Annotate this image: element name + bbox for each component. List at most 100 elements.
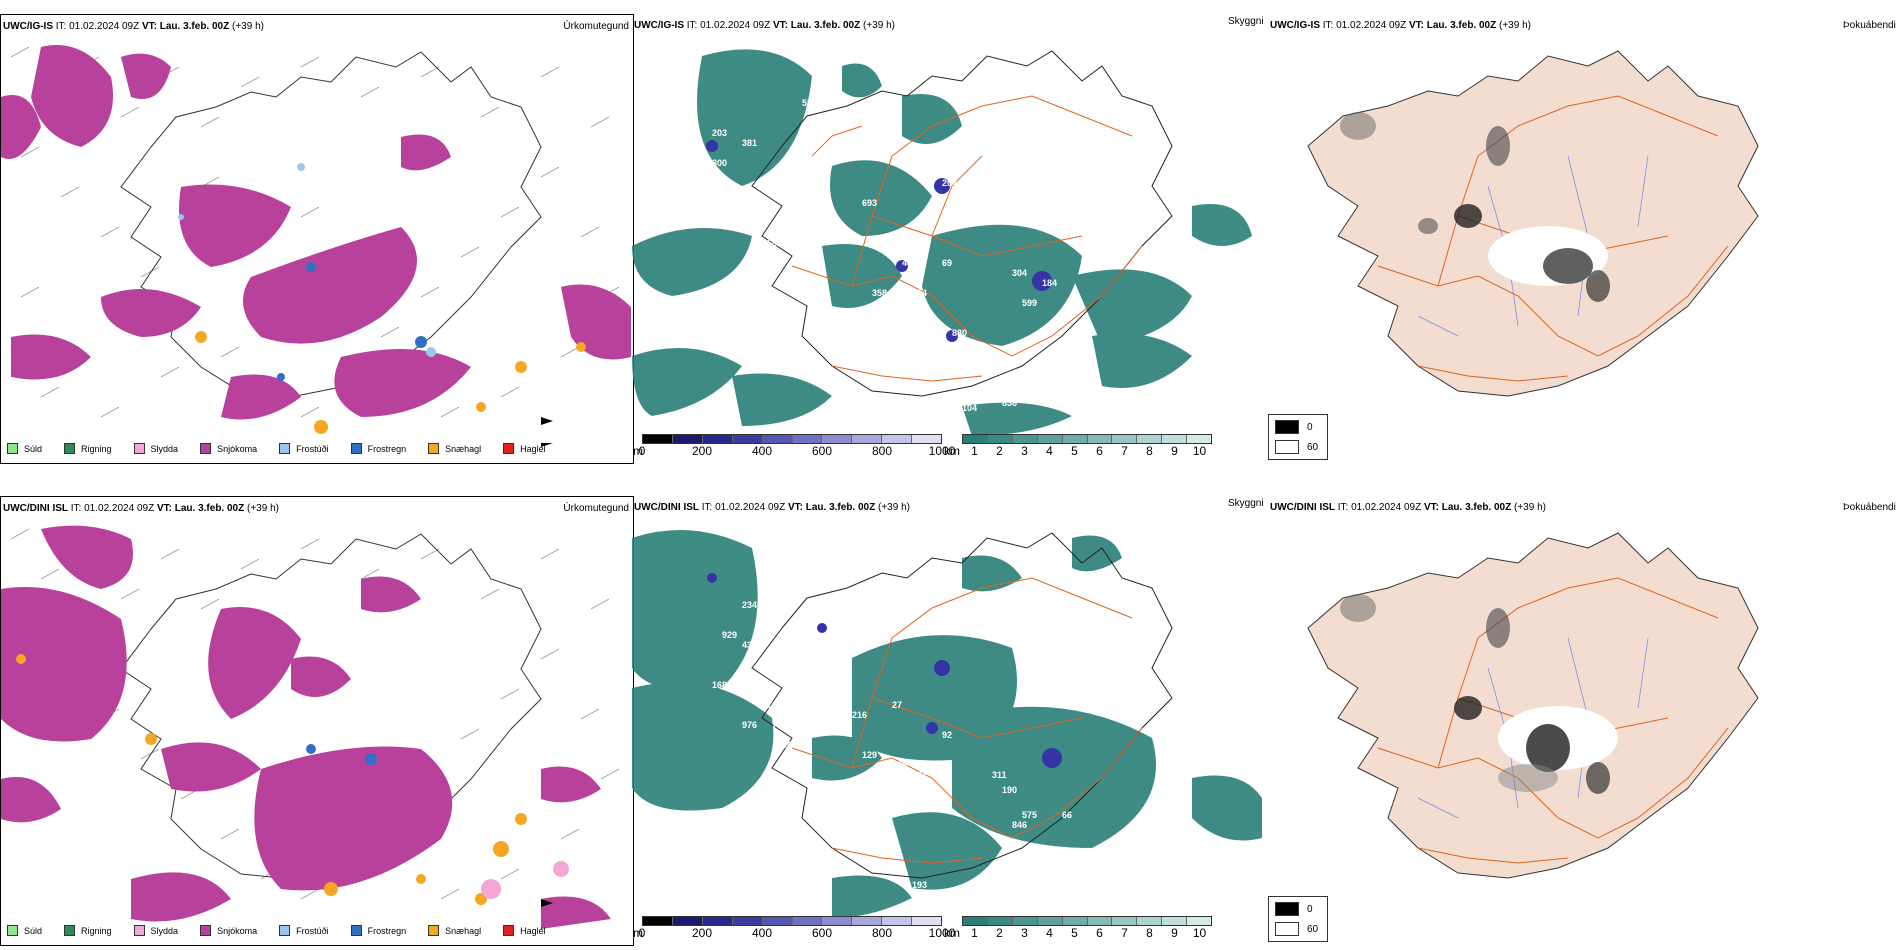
ceiling-value-label: 311 — [992, 770, 1007, 780]
colorbar-tick: 7 — [1121, 444, 1128, 458]
colorbar-tick: 800 — [871, 444, 893, 458]
fog-panel-2: UWC/DINI ISL IT: 01.02.2024 09Z VT: Lau.… — [1268, 496, 1900, 944]
ceiling-value-label: 204 — [942, 178, 957, 188]
low-ceiling-areas — [706, 140, 1052, 342]
precip-type-panel-1: UWC/IG-IS IT: 01.02.2024 09Z VT: Lau. 3.… — [0, 14, 634, 464]
ceiling-value-label: 191 — [942, 610, 957, 620]
ceiling-value-label: 69 — [942, 258, 952, 268]
ceiling-value-label: 60 — [952, 358, 962, 368]
fog-swatch-0 — [1275, 420, 1299, 434]
colorbar-cell — [882, 917, 913, 925]
colorbar-tick: 6 — [1096, 444, 1103, 458]
colorbar-cell — [987, 917, 1013, 925]
panel-title-1: UWC/IG-IS IT: 01.02.2024 09Z VT: Lau. 3.… — [3, 21, 264, 32]
visibility-colorbar-2: km 1 2 3 4 5 6 7 8 9 10 — [944, 916, 1212, 940]
colorbar-tick: 4 — [1046, 926, 1053, 940]
legend-item-snjókoma: Snjókoma — [200, 925, 257, 936]
ceiling-value-label: 234 — [742, 600, 757, 610]
legend-swatch — [200, 443, 212, 454]
colorbar-cell — [1012, 435, 1038, 443]
colorbar-cell — [1012, 917, 1038, 925]
legend-item-frostúði: Frostúði — [279, 443, 329, 454]
fog-swatch-60 — [1275, 922, 1299, 936]
ceiling-value-label: 266 — [772, 670, 787, 680]
fog-panel-1: UWC/IG-IS IT: 01.02.2024 09Z VT: Lau. 3.… — [1268, 14, 1900, 462]
legend-label: Snjókoma — [217, 925, 258, 936]
legend-item-haglél: Haglél — [503, 443, 546, 454]
ceiling-value-label: 846 — [1012, 820, 1027, 830]
legend-swatch — [7, 925, 18, 936]
colorbar-tick: 0 — [638, 926, 646, 940]
legend-item-rigning: Rigning — [64, 925, 112, 936]
ceiling-value-label: 300 — [712, 158, 727, 168]
snow-areas — [1, 45, 631, 420]
ceiling-value-label: 947 — [792, 710, 807, 720]
colorbar-cell — [1037, 435, 1063, 443]
precip-type-map-2 — [1, 525, 620, 929]
panel-title-fog-1: UWC/IG-IS IT: 01.02.2024 09Z VT: Lau. 3.… — [1270, 20, 1531, 31]
colorbar-tick: 7 — [1121, 926, 1128, 940]
precip-legend-2: Súld Rigning Slydda Snjókoma Frostúði Frostre… — [7, 925, 568, 936]
clouds-map-1: 557 203 381 300 947 693 204 870 868 433 69 304 184 59… — [632, 49, 1252, 436]
ceiling-value-label: 104 — [962, 403, 977, 413]
legend-swatch — [200, 925, 212, 936]
ceiling-value-label: 929 — [722, 630, 737, 640]
panel-title-2: UWC/DINI ISL IT: 01.02.2024 09Z VT: Lau.… — [3, 503, 279, 514]
fog-label-2: Þokuábendi — [1843, 502, 1896, 513]
colorbar-tick: 400 — [751, 444, 773, 458]
colorbar-cell — [852, 917, 883, 925]
ceiling-value-label: 358 — [872, 288, 887, 298]
legend-label: Snjókoma — [217, 443, 258, 454]
ceiling-value-label: 439 — [742, 640, 757, 650]
ceiling-value-label: 433 — [902, 258, 917, 268]
legend-label: Frostúði — [296, 925, 329, 936]
legend-label: Haglél — [520, 443, 546, 454]
row-2: UWC/DINI ISL IT: 01.02.2024 09Z VT: Lau.… — [0, 484, 1900, 950]
colorbar-cell — [1112, 435, 1138, 443]
colorbar-tick: 10 — [1192, 444, 1207, 458]
ceiling-unit: m — [633, 926, 643, 940]
legend-item-snjókoma: Snjókoma — [200, 443, 257, 454]
ceiling-value-label: 314 — [912, 288, 927, 298]
wind-arrow-marker — [541, 899, 553, 907]
legend-swatch — [133, 443, 145, 454]
ceiling-values: 557 203 381 300 947 693 204 870 868 433 69 304 184 59… — [712, 98, 1062, 413]
legend-label: Frostregn — [367, 443, 407, 454]
colorbar-tick: 9 — [1171, 444, 1178, 458]
colorbar-tick: 9 — [1171, 926, 1178, 940]
ceiling-value-label: 73 — [772, 720, 782, 730]
precip-type-label-2: Úrkomutegund — [563, 503, 629, 514]
ceiling-unit: m — [633, 444, 643, 458]
ceiling-value-label: 184 — [1042, 278, 1057, 288]
legend-label: Frostregn — [367, 925, 407, 936]
fog-shading — [1340, 112, 1610, 302]
ceiling-value-label: 985 — [892, 398, 907, 408]
legend-item-slydda: Slydda — [133, 443, 178, 454]
legend-item-súld: Súld — [7, 925, 42, 936]
colorbar-cell — [822, 435, 853, 443]
colorbar-cell — [1062, 917, 1088, 925]
visibility-colorbar-1: km 1 2 3 4 5 6 7 8 9 10 — [944, 434, 1212, 458]
legend-label: Súld — [24, 443, 43, 454]
precip-type-label-1: Úrkomutegund — [563, 21, 629, 32]
panel-title-clouds-2: UWC/DINI ISL IT: 01.02.2024 09Z VT: Lau.… — [634, 502, 910, 513]
legend-swatch — [428, 925, 440, 936]
colorbar-cell — [822, 917, 853, 925]
colorbar-tick: 1 — [971, 926, 978, 940]
ceiling-value-label: 599 — [1022, 298, 1037, 308]
colorbar-cell — [762, 917, 793, 925]
ceiling-value-label: 304 — [1012, 268, 1027, 278]
colorbar-tick: 6 — [1096, 926, 1103, 940]
colorbar-cell — [963, 435, 988, 443]
sleet-areas — [481, 861, 569, 899]
fog-shading — [1340, 594, 1618, 794]
colorbar-cell — [732, 435, 763, 443]
ceiling-value-label: 381 — [742, 138, 757, 148]
fog-map-2 — [1307, 532, 1759, 879]
land-area — [1307, 50, 1759, 397]
road-network — [791, 577, 1143, 864]
ceiling-value-label: 345 — [892, 760, 907, 770]
iceland-outline — [751, 50, 1173, 397]
low-visibility-areas — [632, 49, 1252, 436]
